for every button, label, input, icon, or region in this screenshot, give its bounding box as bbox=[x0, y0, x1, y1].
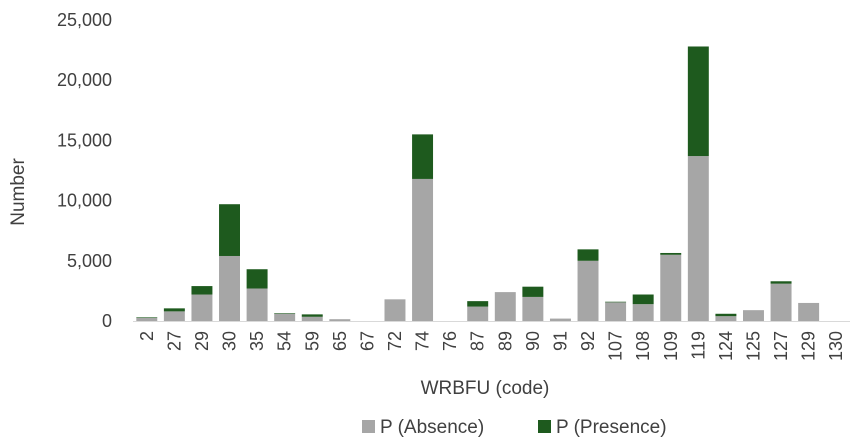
x-tick-label: 91 bbox=[550, 331, 570, 351]
x-tick-label: 74 bbox=[413, 331, 433, 351]
legend-label-absence: P (Absence) bbox=[380, 417, 484, 438]
y-tick-label: 10,000 bbox=[57, 191, 112, 211]
x-tick-label: 89 bbox=[495, 331, 515, 351]
x-tick-label: 76 bbox=[440, 331, 460, 351]
bar-presence-119 bbox=[687, 46, 709, 157]
x-tick-label: 130 bbox=[826, 331, 846, 361]
x-tick-label: 90 bbox=[523, 331, 543, 351]
bar-absence-107 bbox=[605, 302, 627, 321]
x-tick-label: 30 bbox=[220, 331, 240, 351]
bar-absence-54 bbox=[274, 313, 296, 321]
bar-presence-87 bbox=[467, 301, 489, 307]
bar-presence-92 bbox=[577, 249, 599, 261]
x-tick-label: 107 bbox=[606, 331, 626, 361]
bar-absence-125 bbox=[743, 310, 764, 321]
bar-absence-65 bbox=[329, 319, 351, 321]
x-tick-label: 67 bbox=[357, 331, 377, 351]
x-tick-label: 92 bbox=[578, 331, 598, 351]
bar-absence-92 bbox=[577, 260, 599, 321]
bar-absence-109 bbox=[660, 254, 682, 321]
bar-absence-127 bbox=[770, 283, 792, 321]
bar-absence-29 bbox=[191, 294, 213, 321]
bar-absence-108 bbox=[632, 304, 654, 321]
bar-presence-35 bbox=[246, 269, 268, 289]
bar-absence-91 bbox=[549, 318, 571, 321]
y-axis-title: Number bbox=[8, 158, 29, 226]
bar-absence-27 bbox=[163, 311, 185, 321]
x-tick-label: 2 bbox=[137, 331, 157, 341]
y-tick-label: 15,000 bbox=[57, 130, 112, 150]
x-tick-label: 124 bbox=[716, 331, 736, 361]
x-tick-label: 65 bbox=[330, 331, 350, 351]
bar-absence-74 bbox=[412, 178, 434, 321]
bar-presence-108 bbox=[632, 294, 654, 305]
bar-presence-127 bbox=[770, 281, 792, 284]
x-tick-label: 35 bbox=[247, 331, 267, 351]
x-tick-label: 108 bbox=[633, 331, 653, 361]
legend-swatch-absence bbox=[362, 420, 375, 433]
bar-absence-87 bbox=[467, 306, 489, 321]
bar-absence-129 bbox=[798, 302, 820, 321]
x-tick-label: 125 bbox=[743, 331, 763, 361]
x-tick-label: 87 bbox=[468, 331, 488, 351]
bar-absence-90 bbox=[522, 296, 544, 321]
y-tick-label: 5,000 bbox=[67, 251, 112, 271]
x-axis-tick-labels: 2 27 29 30 35 54 59 65 67 72 74 76 87 89 90 91 92 107 108 1… bbox=[137, 331, 846, 361]
y-tick-label: 0 bbox=[102, 311, 112, 331]
y-tick-label: 25,000 bbox=[57, 10, 112, 30]
bar-absence-2 bbox=[136, 317, 158, 321]
bar-presence-109 bbox=[660, 252, 682, 255]
bar-presence-29 bbox=[191, 286, 213, 295]
bar-presence-30 bbox=[219, 204, 240, 256]
bar-presence-54 bbox=[274, 313, 296, 314]
x-tick-label: 127 bbox=[771, 331, 791, 361]
legend-label-presence: P (Presence) bbox=[556, 417, 667, 438]
x-tick-label: 54 bbox=[275, 331, 295, 351]
bar-absence-30 bbox=[219, 255, 240, 321]
bar-presence-27 bbox=[163, 308, 185, 312]
bar-absence-72 bbox=[384, 299, 406, 321]
bar-presence-2 bbox=[136, 317, 158, 318]
x-tick-label: 27 bbox=[164, 331, 184, 351]
x-tick-label: 72 bbox=[385, 331, 405, 351]
bar-absence-124 bbox=[715, 316, 737, 321]
bar-absence-89 bbox=[494, 292, 516, 321]
bar-presence-107 bbox=[605, 301, 627, 303]
bar-absence-119 bbox=[687, 156, 709, 321]
x-axis-title: WRBFU (code) bbox=[421, 378, 550, 399]
bars bbox=[136, 46, 820, 321]
bar-presence-59 bbox=[301, 314, 323, 317]
legend: P (Absence) P (Presence) bbox=[362, 417, 667, 438]
x-tick-label: 59 bbox=[302, 331, 322, 351]
x-tick-label: 119 bbox=[688, 331, 708, 360]
bar-absence-59 bbox=[301, 316, 323, 321]
bar-presence-90 bbox=[522, 286, 544, 297]
bar-presence-124 bbox=[715, 313, 737, 317]
bar-presence-74 bbox=[412, 134, 434, 179]
x-tick-label: 129 bbox=[799, 331, 819, 361]
x-tick-label: 109 bbox=[661, 331, 681, 361]
legend-swatch-presence bbox=[538, 420, 551, 433]
y-tick-label: 20,000 bbox=[57, 70, 112, 90]
y-axis-tick-labels: 0 5,000 10,000 15,000 20,000 25,000 bbox=[57, 10, 112, 331]
bar-absence-35 bbox=[246, 288, 268, 321]
x-tick-label: 29 bbox=[192, 331, 212, 351]
